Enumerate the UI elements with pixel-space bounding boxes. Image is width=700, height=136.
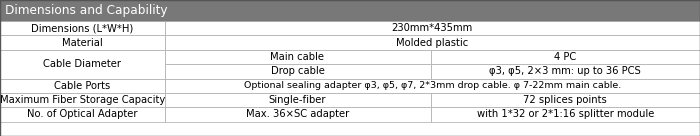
Bar xyxy=(164,64,430,79)
Text: Drop cable: Drop cable xyxy=(271,66,324,76)
Bar xyxy=(164,35,700,50)
Text: 72 splices points: 72 splices points xyxy=(524,95,607,105)
Text: Max. 36×SC adapter: Max. 36×SC adapter xyxy=(246,109,349,119)
Bar xyxy=(0,93,164,107)
Text: Dimensions and Capability: Dimensions and Capability xyxy=(5,4,167,17)
Bar xyxy=(164,107,430,122)
Bar xyxy=(430,93,700,107)
Bar xyxy=(0,50,164,79)
Text: Molded plastic: Molded plastic xyxy=(396,38,468,48)
Text: Main cable: Main cable xyxy=(270,52,325,62)
Text: Dimensions (L*W*H): Dimensions (L*W*H) xyxy=(31,23,134,33)
Bar xyxy=(0,21,164,35)
Bar xyxy=(430,50,700,64)
Bar xyxy=(164,79,700,93)
Text: 230mm*435mm: 230mm*435mm xyxy=(391,23,473,33)
Text: Material: Material xyxy=(62,38,103,48)
Text: Cable Diameter: Cable Diameter xyxy=(43,59,121,69)
Text: 4 PC: 4 PC xyxy=(554,52,576,62)
Text: with 1*32 or 2*1:16 splitter module: with 1*32 or 2*1:16 splitter module xyxy=(477,109,654,119)
Bar xyxy=(0,35,164,50)
Bar xyxy=(430,64,700,79)
Bar xyxy=(164,93,430,107)
Bar xyxy=(0,107,164,122)
Text: Optional sealing adapter φ3, φ5, φ7, 2*3mm drop cable. φ 7-22mm main cable.: Optional sealing adapter φ3, φ5, φ7, 2*3… xyxy=(244,81,621,90)
Text: Single-fiber: Single-fiber xyxy=(269,95,326,105)
Bar xyxy=(164,50,430,64)
Text: φ3, φ5, 2×3 mm: up to 36 PCS: φ3, φ5, 2×3 mm: up to 36 PCS xyxy=(489,66,641,76)
Bar xyxy=(0,0,700,21)
Text: Maximum Fiber Storage Capacity: Maximum Fiber Storage Capacity xyxy=(0,95,165,105)
Bar xyxy=(430,107,700,122)
Text: Cable Ports: Cable Ports xyxy=(54,81,111,91)
Text: No. of Optical Adapter: No. of Optical Adapter xyxy=(27,109,137,119)
Bar xyxy=(0,79,164,93)
Bar xyxy=(164,21,700,35)
